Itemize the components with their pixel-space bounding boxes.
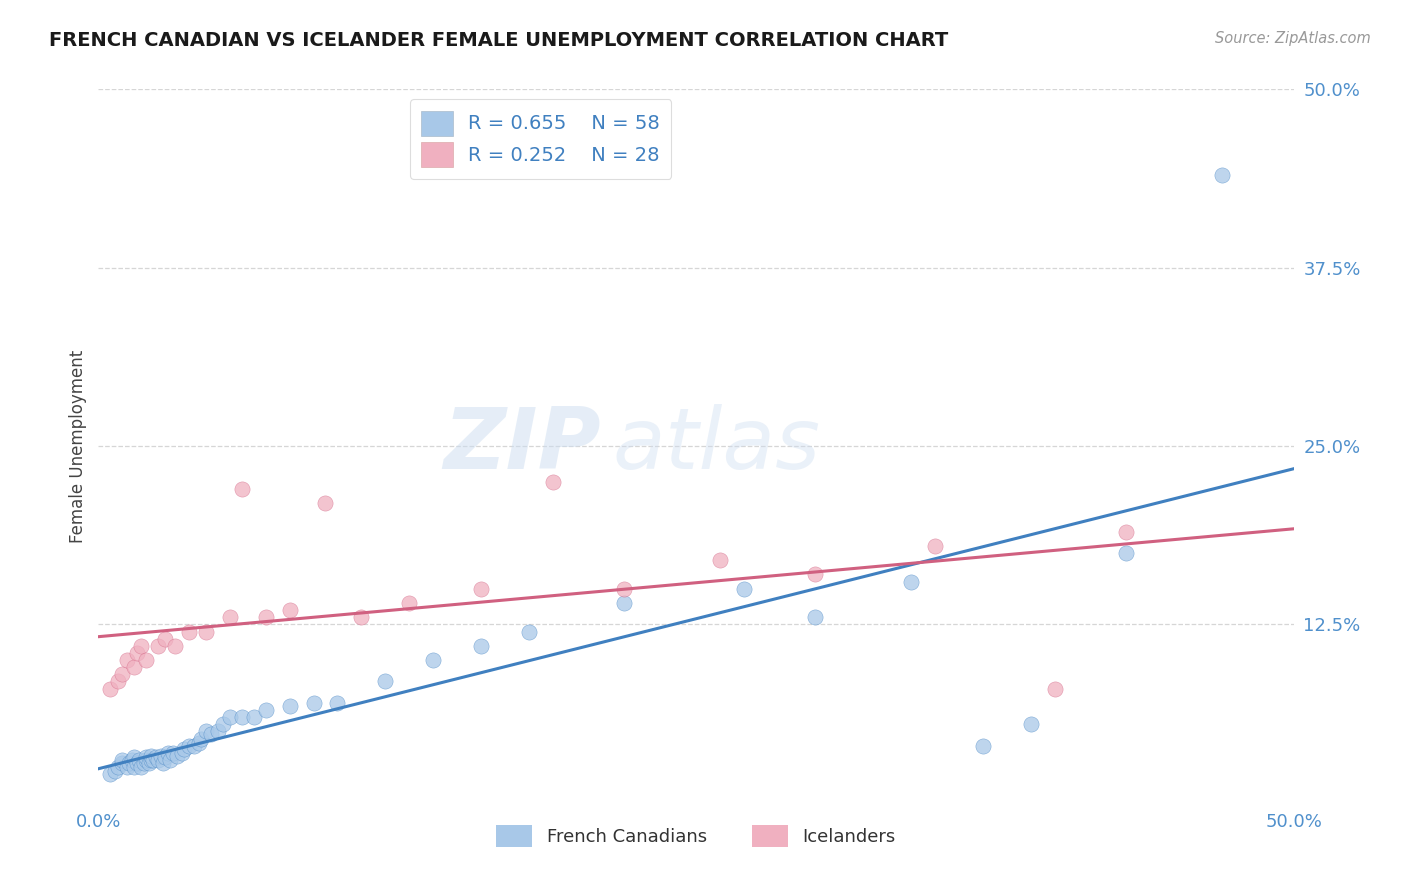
Point	[183, 739, 205, 753]
Point	[148, 639, 170, 653]
Point	[613, 596, 636, 610]
Point	[470, 582, 492, 596]
Point	[155, 632, 177, 646]
Text: atlas: atlas	[613, 404, 820, 488]
Y-axis label: Female Unemployment: Female Unemployment	[69, 350, 87, 542]
Point	[422, 653, 444, 667]
Point	[179, 624, 201, 639]
Point	[138, 756, 160, 770]
Point	[111, 753, 134, 767]
Point	[195, 624, 218, 639]
Point	[219, 610, 242, 624]
Point	[613, 582, 636, 596]
Point	[315, 496, 337, 510]
Point	[398, 596, 420, 610]
Point	[278, 603, 301, 617]
Point	[972, 739, 994, 753]
Point	[278, 698, 301, 713]
Point	[1211, 168, 1233, 182]
Point	[179, 739, 201, 753]
Point	[173, 741, 195, 756]
Point	[111, 667, 134, 681]
Point	[107, 760, 129, 774]
Point	[172, 746, 194, 760]
Point	[231, 710, 253, 724]
Point	[302, 696, 325, 710]
Point	[148, 753, 170, 767]
Point	[135, 753, 157, 767]
Point	[131, 639, 153, 653]
Point	[135, 653, 157, 667]
Point	[139, 753, 162, 767]
Point	[131, 760, 153, 774]
Point	[517, 624, 540, 639]
Point	[121, 753, 143, 767]
Point	[124, 660, 146, 674]
Point	[187, 736, 209, 750]
Point	[124, 760, 146, 774]
Text: FRENCH CANADIAN VS ICELANDER FEMALE UNEMPLOYMENT CORRELATION CHART: FRENCH CANADIAN VS ICELANDER FEMALE UNEM…	[49, 31, 949, 50]
Point	[128, 753, 150, 767]
Point	[200, 727, 222, 741]
Point	[804, 567, 827, 582]
Point	[111, 756, 134, 770]
Point	[190, 731, 212, 746]
Point	[118, 756, 141, 770]
Point	[152, 756, 174, 770]
Point	[124, 750, 146, 764]
Point	[243, 710, 266, 724]
Point	[145, 750, 167, 764]
Point	[541, 475, 564, 489]
Point	[107, 674, 129, 689]
Point	[115, 653, 138, 667]
Point	[470, 639, 492, 653]
Point	[219, 710, 242, 724]
Legend: French Canadians, Icelanders: French Canadians, Icelanders	[489, 818, 903, 855]
Point	[159, 753, 181, 767]
Point	[98, 681, 122, 696]
Point	[1115, 546, 1137, 560]
Point	[207, 724, 229, 739]
Point	[104, 764, 127, 779]
Point	[98, 767, 122, 781]
Point	[350, 610, 373, 624]
Point	[166, 748, 188, 763]
Point	[139, 748, 162, 763]
Point	[132, 756, 155, 770]
Point	[326, 696, 349, 710]
Point	[374, 674, 396, 689]
Point	[115, 760, 138, 774]
Point	[804, 610, 827, 624]
Point	[231, 482, 253, 496]
Point	[1019, 717, 1042, 731]
Point	[125, 756, 148, 770]
Point	[1115, 524, 1137, 539]
Point	[254, 703, 277, 717]
Point	[195, 724, 218, 739]
Point	[163, 639, 186, 653]
Point	[733, 582, 755, 596]
Point	[254, 610, 277, 624]
Point	[900, 574, 922, 589]
Point	[149, 748, 172, 763]
Point	[924, 539, 946, 553]
Point	[162, 746, 184, 760]
Point	[709, 553, 731, 567]
Point	[1043, 681, 1066, 696]
Point	[142, 753, 165, 767]
Text: Source: ZipAtlas.com: Source: ZipAtlas.com	[1215, 31, 1371, 46]
Point	[211, 717, 233, 731]
Text: ZIP: ZIP	[443, 404, 600, 488]
Point	[125, 646, 148, 660]
Point	[135, 750, 157, 764]
Point	[155, 750, 177, 764]
Point	[156, 746, 179, 760]
